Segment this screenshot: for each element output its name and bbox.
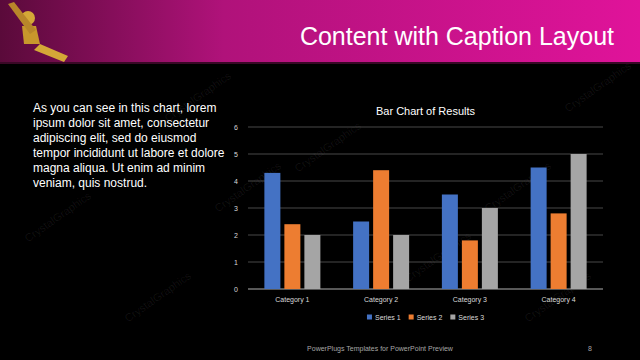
legend-label: Series 3: [458, 314, 484, 321]
x-axis: [248, 289, 603, 290]
x-tick-label: Category 1: [275, 296, 309, 304]
grid-line: [248, 181, 603, 182]
slide-title: Content with Caption Layout: [300, 22, 614, 50]
legend-swatch: [409, 315, 414, 320]
grid-line: [248, 127, 603, 128]
caption-line: As you can see in this chart, lorem: [33, 101, 216, 115]
bar: [442, 195, 458, 290]
bar: [353, 222, 369, 290]
footer: PowerPlugs Templates for PowerPoint Prev…: [307, 345, 454, 353]
watermark: CrystalGraphics: [122, 269, 193, 324]
background: [0, 0, 640, 360]
bar: [393, 235, 409, 289]
bar: [304, 235, 320, 289]
grid-line: [248, 262, 603, 263]
chart-title: Bar Chart of Results: [376, 105, 476, 117]
slide: CrystalGraphics CrystalGraphics CrystalGra…: [0, 0, 640, 360]
bar: [373, 170, 389, 289]
page-number: 8: [588, 345, 592, 352]
legend: Series 1 Series 2 Series 3: [367, 314, 484, 321]
bar: [551, 213, 567, 289]
bar: [284, 224, 300, 289]
y-tick-label: 5: [234, 151, 238, 158]
logo-arm: [8, 2, 36, 34]
header-band: [0, 0, 640, 62]
caption-line: adipiscing elit, sed do eiusmod: [33, 131, 196, 145]
bar: [482, 208, 498, 289]
caption-line: ipsum dolor sit amet, consectetur: [33, 116, 209, 130]
legend-label: Series 2: [417, 314, 443, 321]
caption-line: veniam, quis nostrud.: [33, 176, 147, 190]
y-tick-label: 4: [234, 178, 238, 185]
grid-line: [248, 289, 603, 290]
y-tick-label: 6: [234, 124, 238, 131]
bar: [531, 168, 547, 290]
x-tick-label: Category 4: [542, 296, 576, 304]
grid-line: [248, 208, 603, 209]
watermark: CrystalGraphics: [22, 189, 93, 244]
legend-swatch: [367, 315, 372, 320]
grid-line: [248, 154, 603, 155]
caption-line: magna aliqua. Ut enim ad minim: [33, 161, 205, 175]
legend-swatch: [450, 315, 455, 320]
bar: [462, 240, 478, 289]
x-tick-label: Category 2: [364, 296, 398, 304]
y-tick-label: 0: [234, 286, 238, 293]
x-tick-label: Category 3: [453, 296, 487, 304]
y-tick-label: 1: [234, 259, 238, 266]
logo: [8, 2, 68, 62]
legend-label: Series 1: [375, 314, 401, 321]
grid-line: [248, 235, 603, 236]
caption: As you can see in this chart, loremipsum…: [33, 101, 225, 190]
logo-leg: [34, 44, 68, 62]
bar: [571, 154, 587, 289]
caption-line: tempor incididunt ut labore et dolore: [33, 146, 225, 160]
y-tick-label: 2: [234, 232, 238, 239]
bar: [264, 173, 280, 289]
bars: [264, 154, 586, 289]
y-tick-label: 3: [234, 205, 238, 212]
header-rule: [0, 62, 640, 64]
watermark: CrystalGraphics: [562, 59, 633, 114]
